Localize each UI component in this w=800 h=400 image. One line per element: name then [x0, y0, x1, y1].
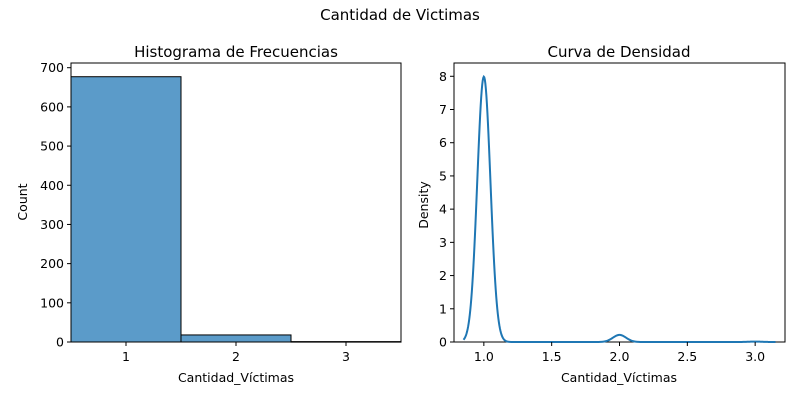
histogram-x-tick-label: 2 [232, 349, 240, 364]
histogram-y-tick-label: 600 [40, 99, 64, 114]
density-curve [462, 74, 776, 343]
histogram-y-tick-label: 100 [40, 295, 64, 310]
histogram-y-tick-label: 500 [40, 139, 64, 154]
density-x-ticks: 1.0 1.5 2.0 2.5 3.0 [474, 342, 765, 364]
density-y-tick-label: 4 [439, 202, 447, 217]
histogram-y-tick-label: 300 [40, 217, 64, 232]
density-y-tick-label: 6 [439, 135, 447, 150]
histogram-y-tick-label: 400 [40, 178, 64, 193]
histogram-title: Histograma de Frecuencias [134, 43, 338, 61]
histogram-y-ticks: 0 100 200 300 400 500 600 700 [40, 60, 71, 350]
density-y-tick-label: 3 [439, 235, 447, 250]
histogram-y-tick-label: 0 [56, 335, 64, 350]
histogram-x-ticks: 1 2 3 [122, 342, 350, 364]
histogram-y-label: Count [15, 183, 30, 220]
histogram-x-label: Cantidad_Víctimas [178, 370, 294, 385]
density-x-tick-label: 3.0 [745, 349, 765, 364]
density-y-tick-label: 2 [439, 268, 447, 283]
histogram-x-tick-label: 3 [342, 349, 350, 364]
density-y-tick-label: 0 [439, 335, 447, 350]
histogram-y-tick-label: 700 [40, 60, 64, 75]
density-y-tick-label: 7 [439, 102, 447, 117]
density-title: Curva de Densidad [547, 43, 690, 61]
density-x-tick-label: 1.0 [474, 349, 494, 364]
density-x-tick-label: 1.5 [542, 349, 562, 364]
density-y-ticks: 0 1 2 3 4 5 6 7 8 [439, 69, 454, 350]
histogram-y-tick-label: 200 [40, 256, 64, 271]
histogram-x-tick-label: 1 [122, 349, 130, 364]
histogram-panel: Histograma de Frecuencias 1 2 3 0 100 200 300… [15, 43, 402, 385]
histogram-bar-2 [180, 334, 292, 343]
density-y-tick-label: 8 [439, 69, 447, 84]
histogram-bar-1 [70, 76, 182, 343]
density-x-tick-label: 2.5 [677, 349, 697, 364]
density-x-label: Cantidad_Víctimas [561, 370, 677, 385]
density-plot-area [453, 62, 786, 343]
figure-suptitle: Cantidad de Victimas [320, 6, 480, 24]
density-panel: Curva de Densidad 1.0 1.5 2.0 2.5 3.0 0 1 2 3 4 5… [416, 43, 786, 385]
histogram-bars [70, 76, 402, 343]
density-y-tick-label: 5 [439, 168, 447, 183]
density-x-tick-label: 2.0 [610, 349, 630, 364]
density-y-label: Density [416, 181, 431, 229]
density-y-tick-label: 1 [439, 301, 447, 316]
